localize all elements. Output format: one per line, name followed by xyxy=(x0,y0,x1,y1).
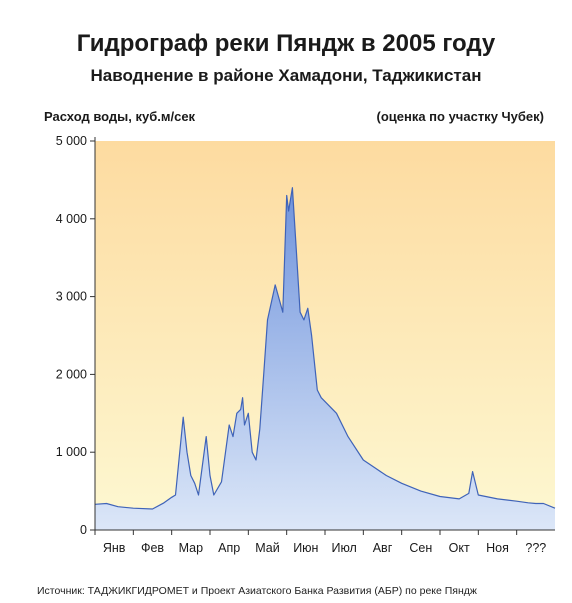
x-tick-label: Май xyxy=(255,541,280,555)
x-tick-label: Фев xyxy=(141,541,164,555)
x-tick-label: Июн xyxy=(293,541,318,555)
x-tick-label: Окт xyxy=(449,541,470,555)
chart-title: Гидрограф реки Пяндж в 2005 году xyxy=(76,30,496,57)
x-tick-label: Ноя xyxy=(486,541,509,555)
y-tick-label: 1 000 xyxy=(56,445,87,459)
chart-note: (оценка по участку Чубек) xyxy=(376,109,544,124)
y-tick-label: 2 000 xyxy=(56,367,87,381)
series-area xyxy=(95,187,555,530)
series-line xyxy=(94,187,556,510)
x-tick-label: Апр xyxy=(218,541,240,555)
x-tick-label: Мар xyxy=(179,541,204,555)
y-tick-label: 4 000 xyxy=(56,212,87,226)
x-tick-label: Июл xyxy=(331,541,356,555)
y-tick-label: 0 xyxy=(80,523,87,537)
x-tick-label: ??? xyxy=(525,541,546,555)
x-tick-label: Янв xyxy=(103,541,126,555)
plot-area: 0 1 000 2 000 3 000 4 000 5 000 Янв Фев Мар Апр Ма… xyxy=(56,134,556,555)
chart-subtitle: Наводнение в районе Хамадони, Таджикиста… xyxy=(90,66,482,85)
x-tick-label: Сен xyxy=(409,541,432,555)
y-tick-label: 3 000 xyxy=(56,290,87,304)
y-tick-label: 5 000 xyxy=(56,134,87,148)
y-axis-label: Расход воды, куб.м/сек xyxy=(44,109,196,124)
source-note: Источник: ТАДЖИКГИДРОМЕТ и Проект Азиатс… xyxy=(37,585,477,597)
x-tick-label: Авг xyxy=(373,541,393,555)
